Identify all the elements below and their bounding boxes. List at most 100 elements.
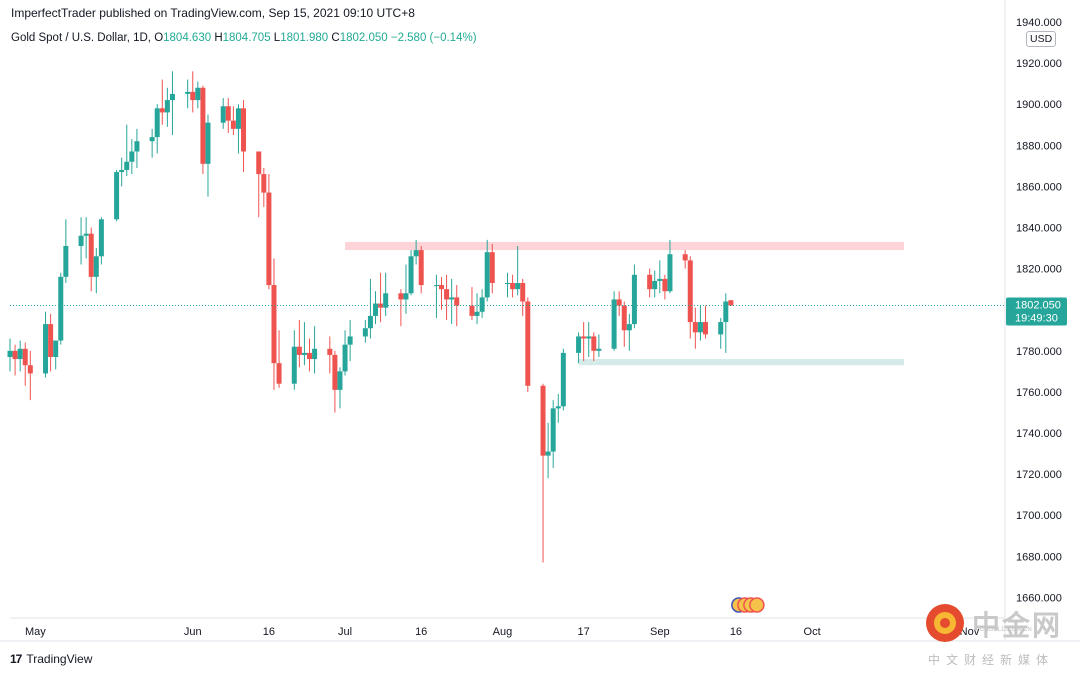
x-tick-label: 16 — [415, 626, 427, 638]
candle — [469, 287, 475, 320]
candle-body — [581, 336, 587, 339]
tradingview-brand[interactable]: 17 TradingView — [10, 652, 92, 666]
candle-body — [271, 285, 277, 364]
candle-body — [378, 303, 384, 308]
candle — [185, 79, 191, 109]
ohlc-close-label: C — [331, 32, 340, 44]
symbol-name: Gold Spot / U.S. Dollar, 1D, — [11, 32, 151, 44]
candle — [241, 100, 247, 173]
candle — [362, 320, 368, 343]
candle — [291, 330, 297, 390]
candle-body — [687, 260, 693, 323]
resistance-zone — [345, 241, 904, 251]
candle-body — [22, 348, 28, 366]
candle-body — [301, 352, 307, 355]
candle-body — [261, 174, 267, 193]
candle — [200, 85, 206, 175]
watermark-domain: CNGOLD.COM.CN — [980, 627, 1032, 633]
cngold-logo-core — [940, 618, 950, 628]
candle-body — [43, 324, 49, 374]
candle — [169, 71, 175, 136]
x-tick-label: Jul — [338, 626, 352, 638]
last-price-badge — [1006, 297, 1067, 326]
candle — [652, 270, 658, 298]
candle — [596, 334, 602, 357]
candle-body — [454, 297, 460, 306]
candle — [657, 260, 663, 294]
candle-body — [230, 120, 236, 129]
candle — [647, 268, 653, 298]
candle-body — [692, 322, 698, 333]
candle — [347, 320, 353, 362]
candle-body — [728, 300, 734, 306]
last-price-value: 1802.050 — [1015, 300, 1061, 312]
candle-body — [383, 293, 389, 308]
candle — [398, 289, 404, 327]
candle — [98, 217, 104, 265]
y-tick-label: 1920.000 — [1016, 58, 1062, 70]
candle — [190, 71, 196, 113]
candle — [154, 104, 160, 154]
y-tick-label: 1900.000 — [1016, 99, 1062, 111]
ohlc-high-label: H — [214, 32, 223, 44]
candle — [616, 291, 622, 316]
candle — [418, 246, 424, 294]
candle — [545, 422, 551, 479]
candle — [439, 276, 445, 310]
candle-body — [626, 324, 632, 331]
candle-body — [520, 283, 526, 302]
candle-body — [337, 371, 343, 390]
candle — [555, 393, 561, 423]
candle — [7, 338, 13, 372]
ohlc-open-label: O — [154, 32, 164, 44]
candle — [367, 278, 373, 339]
symbol-legend[interactable]: Gold Spot / U.S. Dollar, 1D, O1804.630 H… — [11, 32, 477, 44]
candle — [631, 264, 637, 329]
candle-body — [134, 141, 140, 152]
candle-body — [129, 151, 135, 162]
candle-body — [479, 297, 485, 312]
candle-body — [149, 137, 155, 142]
ohlc-close: 1802.050 — [339, 32, 388, 44]
candle — [692, 307, 698, 349]
candle — [626, 313, 632, 351]
candle-body — [631, 274, 637, 325]
candle — [449, 278, 455, 325]
currency-button[interactable]: USD — [1026, 31, 1057, 47]
candle — [205, 114, 211, 197]
candle — [682, 250, 688, 269]
candle — [489, 243, 495, 294]
candle — [119, 157, 125, 187]
y-tick-label: 1740.000 — [1016, 428, 1062, 440]
candle — [444, 274, 450, 320]
candle — [687, 256, 693, 339]
candle — [43, 311, 49, 378]
candle-body — [474, 311, 480, 316]
candle-body — [93, 256, 99, 277]
candle-body — [444, 289, 450, 300]
y-tick-label: 1660.000 — [1016, 592, 1062, 604]
candle-body — [510, 283, 516, 290]
candle — [312, 326, 318, 374]
candle-body — [505, 283, 510, 285]
candle — [83, 217, 89, 259]
candle-body — [652, 280, 658, 290]
candle-body — [17, 348, 23, 360]
candle — [662, 274, 668, 300]
candle — [454, 285, 460, 327]
candle — [327, 336, 333, 374]
candle-body — [342, 344, 348, 372]
x-tick-label: Nov — [960, 626, 980, 638]
candle-body — [276, 363, 282, 384]
x-tick-label: 16 — [730, 626, 742, 638]
candle — [337, 367, 343, 409]
candle-body — [154, 108, 160, 138]
axes-layer: 1660.000 1680.000 1700.000 1720.000 1740.000… — [0, 0, 1080, 642]
candle — [129, 139, 135, 175]
candle-body — [53, 340, 59, 357]
candle-body — [332, 354, 338, 390]
candle — [27, 350, 33, 401]
candle-body — [682, 254, 688, 261]
candle — [17, 340, 23, 372]
